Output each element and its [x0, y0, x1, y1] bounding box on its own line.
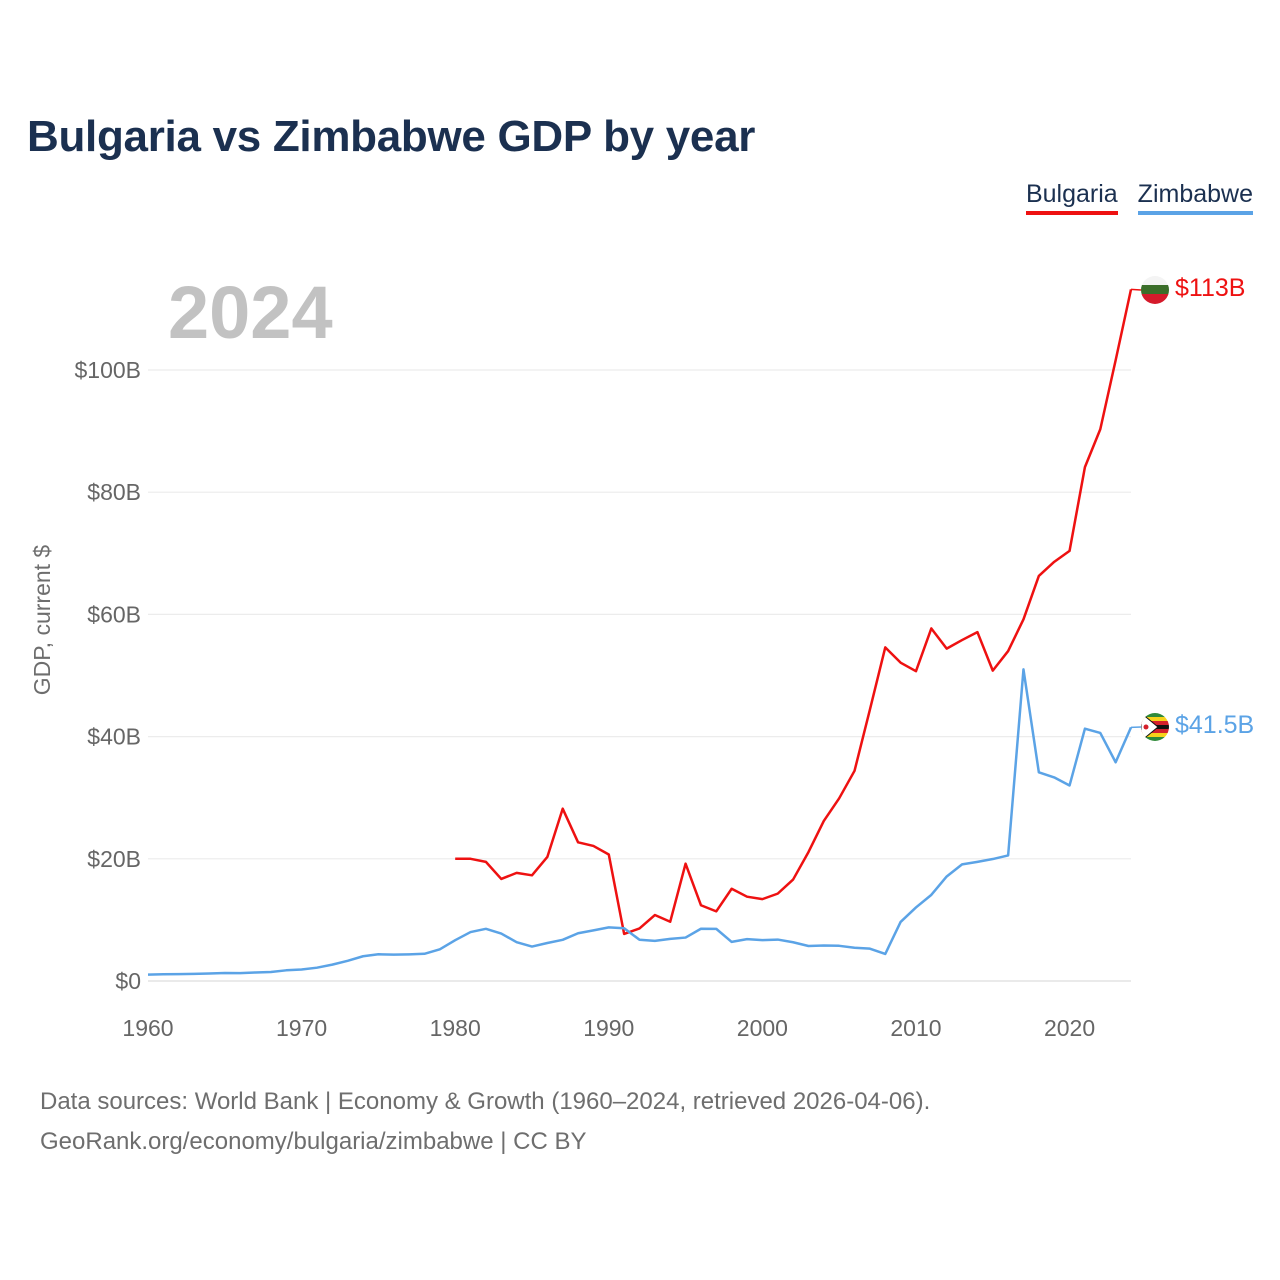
x-tick-label: 1990	[583, 1015, 634, 1041]
chart-title: Bulgaria vs Zimbabwe GDP by year	[27, 112, 756, 161]
y-tick-label: $60B	[87, 601, 141, 627]
zimbabwe-end-value-label: $41.5B	[1175, 711, 1254, 739]
gridlines	[148, 369, 1131, 982]
series-line-bulgaria	[455, 289, 1133, 936]
legend: Bulgaria Zimbabwe	[1025, 180, 1253, 215]
x-axis-ticks: 1960 1970 1980 1990 2000 2010 2020	[122, 1015, 1095, 1041]
attribution-link[interactable]: GeoRank.org/economy/bulgaria/zimbabwe | …	[40, 1128, 587, 1155]
source-note: Data sources: World Bank | Economy & Gro…	[40, 1088, 931, 1115]
y-tick-label: $80B	[87, 479, 141, 505]
zimbabwe-flag-icon	[1141, 713, 1169, 741]
x-tick-label: 2020	[1044, 1015, 1095, 1041]
legend-item-bulgaria[interactable]: Bulgaria	[1025, 180, 1118, 215]
series-line-zimbabwe	[147, 668, 1133, 976]
y-tick-label: $40B	[87, 724, 141, 750]
legend-item-zimbabwe[interactable]: Zimbabwe	[1137, 180, 1253, 215]
footer: Data sources: World Bank | Economy & Gro…	[40, 1082, 930, 1162]
y-axis-ticks: $0 $20B $40B $60B $80B $100B	[74, 357, 141, 994]
series-lines	[147, 288, 1142, 976]
x-tick-label: 1960	[122, 1015, 173, 1041]
x-tick-label: 2000	[737, 1015, 788, 1041]
bulgaria-flag-icon	[1141, 276, 1169, 304]
bulgaria-end-value-label: $113B	[1175, 274, 1245, 302]
end-connector-bulgaria	[1130, 288, 1142, 291]
y-tick-label: $20B	[87, 846, 141, 872]
y-tick-label: $100B	[74, 357, 141, 383]
x-tick-label: 1970	[276, 1015, 327, 1041]
y-axis-title: GDP, current $	[29, 545, 55, 696]
year-watermark: 2024	[168, 271, 333, 354]
x-tick-label: 2010	[890, 1015, 941, 1041]
y-tick-label: $0	[115, 968, 141, 994]
x-tick-label: 1980	[430, 1015, 481, 1041]
